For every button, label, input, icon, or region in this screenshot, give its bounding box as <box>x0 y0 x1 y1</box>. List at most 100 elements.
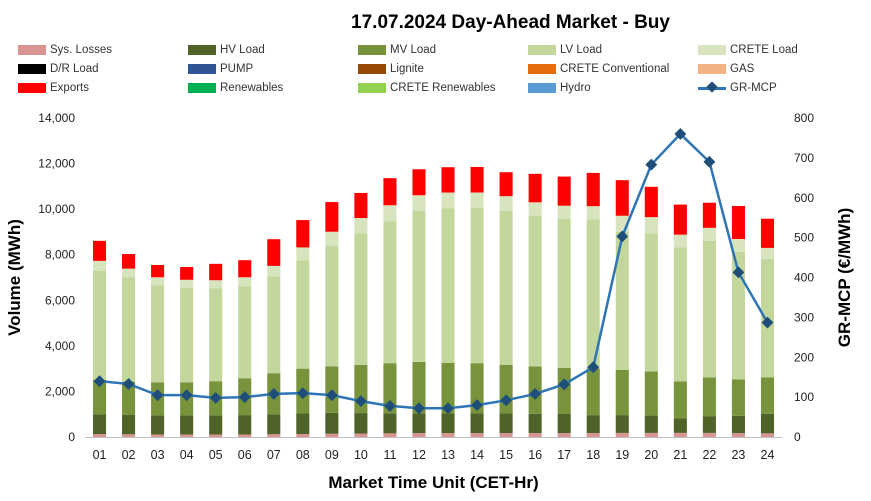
legend-swatch <box>18 63 46 74</box>
bar-segment-mv-load <box>644 371 658 416</box>
x-tick-label: 03 <box>151 448 165 462</box>
gr-mcp-point <box>325 389 338 402</box>
bar-segment-mv-load <box>702 377 716 417</box>
bar-segment-exports <box>441 167 455 193</box>
bar-segment-hv-load <box>92 414 107 435</box>
gr-mcp-point <box>529 387 542 400</box>
legend-line-swatch <box>698 82 726 94</box>
bar-segment-hv-load <box>528 413 542 434</box>
bar-segment-sys-losses <box>151 434 165 437</box>
bar-segment-sys-losses <box>760 433 775 437</box>
y2-tick-label: 700 <box>794 151 814 165</box>
legend-swatch <box>698 63 726 74</box>
bar-segment-sys-losses <box>296 434 310 437</box>
bar-segment-crete-load <box>673 234 687 248</box>
legend-swatch <box>188 44 216 55</box>
bar-segment-sys-losses <box>92 434 107 437</box>
bar-segment-mv-load <box>673 381 687 419</box>
bar-segment-sys-losses <box>731 433 745 437</box>
legend-swatch <box>528 82 556 93</box>
bar-segment-hv-load <box>586 415 600 434</box>
bar-segment-hv-load <box>325 412 339 434</box>
bar-segment-sys-losses <box>644 432 658 437</box>
gr-mcp-point <box>383 399 396 412</box>
bar-segment-mv-load <box>470 363 484 414</box>
bar-segment-crete-load <box>151 277 165 286</box>
gr-mcp-point <box>645 158 658 171</box>
bar-segment-lv-load <box>557 218 571 368</box>
bar-segment-mv-load <box>586 368 600 416</box>
bar-segment-lv-load <box>383 221 397 364</box>
y-tick-label: 4,000 <box>45 339 75 353</box>
gr-mcp-point <box>354 395 367 408</box>
y-tick-label: 12,000 <box>38 157 75 171</box>
legend-swatch <box>188 63 216 74</box>
x-tick-label: 01 <box>93 448 107 462</box>
bar-segment-crete-load <box>731 238 745 252</box>
legend-item-crete-conventional: CRETE Conventional <box>528 63 669 75</box>
x-tick-label: 18 <box>586 448 600 462</box>
bar-segment-sys-losses <box>354 433 368 437</box>
bar-segment-lv-load <box>615 231 629 370</box>
bar-segment-hv-load <box>180 415 194 435</box>
bar-segment-sys-losses <box>412 433 426 437</box>
x-tick-label: 17 <box>557 448 571 462</box>
y-tick-label: 10,000 <box>38 202 75 216</box>
bar-segment-lv-load <box>238 286 252 379</box>
bar-segment-hv-load <box>209 415 223 435</box>
bar-segment-mv-load <box>441 362 455 414</box>
x-tick-label: 10 <box>354 448 368 462</box>
bar-segment-hv-load <box>412 413 426 434</box>
bar-segment-sys-losses <box>325 433 339 437</box>
y2-axis-title: GR-MCP (€/MWh) <box>835 208 854 347</box>
y2-tick-label: 300 <box>794 310 814 324</box>
bar-segment-lv-load <box>412 210 426 362</box>
legend-item-gas: GAS <box>698 63 754 75</box>
x-tick-label: 20 <box>644 448 658 462</box>
gr-mcp-point <box>674 128 687 140</box>
bar-segment-exports <box>180 267 194 280</box>
bar-segment-mv-load <box>92 380 107 415</box>
x-tick-label: 05 <box>209 448 223 462</box>
gr-mcp-point <box>500 394 513 407</box>
bar-segment-hv-load <box>296 413 310 435</box>
bar-segment-sys-losses <box>383 433 397 437</box>
bar-segment-hv-load <box>702 416 716 433</box>
gr-mcp-point <box>732 266 745 279</box>
legend-item-crete-load: CRETE Load <box>698 44 798 56</box>
bar-segment-sys-losses <box>702 432 716 437</box>
x-axis-title: Market Time Unit (CET-Hr) <box>328 473 538 492</box>
x-tick-label: 04 <box>180 448 194 462</box>
bar-segment-mv-load <box>615 369 629 416</box>
bar-segment-lv-load <box>470 208 484 364</box>
bar-segment-crete-load <box>122 268 136 278</box>
x-tick-label: 21 <box>673 448 687 462</box>
x-tick-label: 09 <box>325 448 339 462</box>
bar-segment-hv-load <box>760 413 775 434</box>
bar-segment-hv-load <box>151 415 165 435</box>
bar-segment-lv-load <box>702 240 716 378</box>
bar-segment-crete-load <box>557 205 571 219</box>
bar-segment-crete-load <box>325 231 339 246</box>
bar-segment-crete-load <box>528 202 542 216</box>
bar-segment-exports <box>209 263 223 281</box>
bar-segment-exports <box>412 169 426 196</box>
gr-mcp-point <box>413 402 425 415</box>
bar-segment-hv-load <box>673 418 687 433</box>
bar-segment-exports <box>267 239 281 266</box>
bar-segment-sys-losses <box>557 433 571 437</box>
gr-mcp-point <box>587 361 600 374</box>
legend-swatch <box>698 44 726 55</box>
y2-tick-label: 200 <box>794 350 814 364</box>
legend-swatch <box>528 44 556 55</box>
bar-segment-mv-load <box>383 363 397 414</box>
bar-segment-lv-load <box>644 233 658 372</box>
legend-swatch <box>18 44 46 55</box>
bar-segment-sys-losses <box>180 434 194 437</box>
bar-segment-crete-load <box>296 247 310 261</box>
gr-mcp-point <box>442 402 454 415</box>
bar-segment-mv-load <box>557 367 571 414</box>
y2-tick-label: 0 <box>794 430 801 444</box>
bar-segment-lv-load <box>180 287 194 383</box>
